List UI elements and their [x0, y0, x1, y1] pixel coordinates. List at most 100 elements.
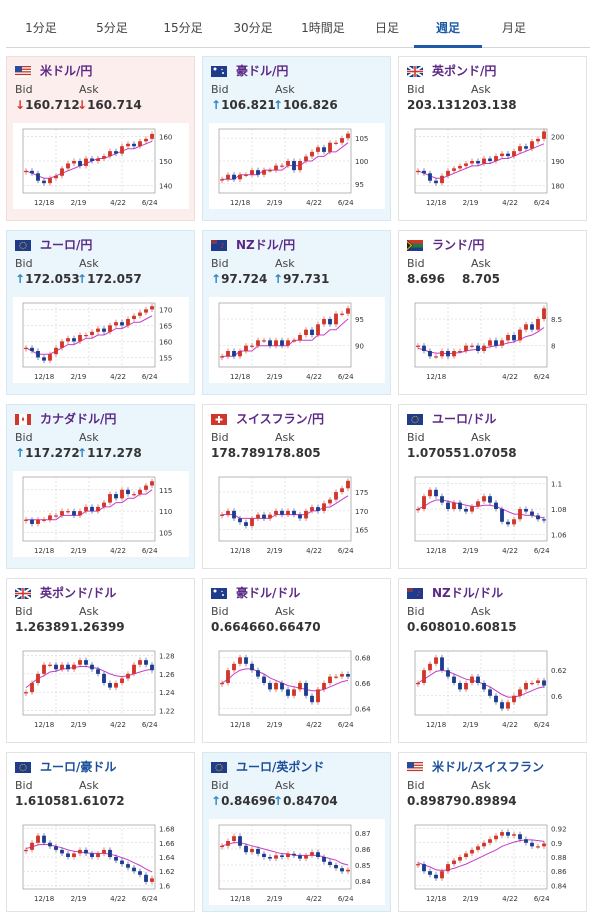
- currency-card-eur-aud[interactable]: ユーロ/豪ドル Bid Ask 1.61058 1.61072 1.68 1.66 1.64 1…: [6, 752, 195, 912]
- candle: [96, 506, 100, 512]
- candle: [238, 174, 242, 180]
- currency-card-usd-chf[interactable]: 米ドル/スイスフラン Bid Ask 0.89879 0.89894 0.92 0.9 0.8…: [398, 752, 587, 912]
- candle: [138, 871, 142, 875]
- pair-name[interactable]: 豪ドル/円: [236, 64, 289, 78]
- weekly-candle-chart[interactable]: 0.68 0.66 0.64 12/18 2/19 4/22 6/24: [209, 645, 385, 731]
- candle: [316, 689, 320, 703]
- tab-1[interactable]: 5分足: [96, 21, 128, 35]
- bid-label: Bid: [15, 605, 33, 618]
- pair-name[interactable]: 英ポンド/円: [432, 64, 497, 78]
- x-tick-label: 12/18: [230, 373, 250, 381]
- candle: [304, 329, 308, 335]
- weekly-candle-chart[interactable]: 1.28 1.26 1.24 1.22 12/18 2/19 4/22 6/24: [13, 645, 189, 731]
- pair-name[interactable]: NZドル/ドル: [432, 586, 504, 600]
- candle: [500, 153, 504, 157]
- currency-card-aud-jpy[interactable]: 豪ドル/円 Bid Ask ↑106.821 ↑106.826 105 100 95 12/18…: [202, 56, 391, 221]
- bid-value: 0.66466: [211, 620, 266, 634]
- weekly-candle-chart[interactable]: 0.62 0.6 12/18 2/19 4/22 6/24: [405, 645, 581, 731]
- weekly-candle-chart[interactable]: 115 110 105 12/18 2/19 4/22 6/24: [13, 471, 189, 557]
- weekly-candle-chart[interactable]: 170 165 160 155 12/18 2/19 4/22 6/24: [13, 297, 189, 383]
- x-tick-label: 12/18: [426, 547, 446, 555]
- candle: [310, 695, 314, 703]
- y-tick-label: 150: [159, 158, 172, 166]
- pair-name[interactable]: 豪ドル/ドル: [236, 586, 301, 600]
- candle: [416, 345, 420, 347]
- pair-name[interactable]: 米ドル/スイスフラン: [432, 760, 545, 774]
- bid-label: Bid: [211, 431, 229, 444]
- tab-0[interactable]: 1分足: [25, 21, 57, 35]
- currency-card-eur-gbp[interactable]: ユーロ/英ポンド Bid Ask ↑0.84696 ↑0.84704 0.87 0.86 0.…: [202, 752, 391, 912]
- candle: [144, 309, 148, 313]
- candle: [452, 676, 456, 683]
- currency-card-cad-jpy[interactable]: カナダドル/円 Bid Ask ↑117.272 ↑117.278 115 110 105 12…: [6, 404, 195, 569]
- candle: [84, 660, 88, 665]
- currency-card-chf-jpy[interactable]: スイスフラン/円 Bid Ask 178.789 178.805 175 170 165 12/…: [202, 404, 391, 569]
- weekly-candle-chart[interactable]: 175 170 165 12/18 2/19 4/22 6/24: [209, 471, 385, 557]
- pair-name[interactable]: カナダドル/円: [40, 412, 117, 426]
- candle: [482, 496, 486, 502]
- candle: [286, 510, 290, 515]
- candle: [530, 324, 534, 330]
- pair-name[interactable]: ユーロ/豪ドル: [40, 760, 117, 774]
- pair-name[interactable]: NZドル/円: [236, 238, 296, 252]
- ask-value: ↑172.057: [77, 272, 142, 286]
- x-tick-label: 2/19: [267, 373, 283, 381]
- y-tick-label: 1.66: [159, 840, 175, 848]
- pair-name[interactable]: 米ドル/円: [40, 64, 93, 78]
- currency-card-eur-usd[interactable]: ユーロ/ドル Bid Ask 1.07055 1.07058 1.1 1.08 1.06 12/…: [398, 404, 587, 569]
- candle: [416, 683, 420, 685]
- pair-name[interactable]: 英ポンド/ドル: [40, 586, 117, 600]
- x-tick-label: 2/19: [71, 373, 87, 381]
- weekly-candle-chart[interactable]: 200 190 180 12/18 2/19 4/22 6/24: [405, 123, 581, 209]
- candle: [120, 489, 124, 499]
- candle: [530, 842, 534, 847]
- tab-6[interactable]: 週足: [414, 8, 482, 48]
- weekly-candle-chart[interactable]: 0.92 0.9 0.88 0.86 0.84 12/18 2/19 4/22 6/24: [405, 819, 581, 905]
- weekly-candle-chart[interactable]: 0.87 0.86 0.85 0.84 12/18 2/19 4/22 6/24: [209, 819, 385, 905]
- currency-card-nzd-jpy[interactable]: NZドル/円 Bid Ask ↑97.724 ↑97.731 95 90 12/18 2/19 4…: [202, 230, 391, 395]
- currency-card-eur-jpy[interactable]: ユーロ/円 Bid Ask ↑172.053 ↑172.057 170 165 160 155 1…: [6, 230, 195, 395]
- candle: [274, 855, 278, 859]
- candle: [262, 853, 266, 857]
- currency-card-aud-usd[interactable]: 豪ドル/ドル Bid Ask 0.66466 0.66470 0.68 0.66 0.64 12…: [202, 578, 391, 743]
- tab-7[interactable]: 月足: [501, 21, 526, 35]
- ask-label: Ask: [79, 431, 99, 444]
- currency-card-nzd-usd[interactable]: NZドル/ドル Bid Ask 0.60801 0.60815 0.62 0.6 12/18 2…: [398, 578, 587, 743]
- pair-name[interactable]: ランド/円: [432, 238, 485, 252]
- currency-card-zar-jpy[interactable]: ランド/円 Bid Ask 8.696 8.705 8.5 8 12/18 4/22 6/24: [398, 230, 587, 395]
- currency-card-gbp-jpy[interactable]: 英ポンド/円 Bid Ask 203.131 203.138 200 190 180 12/18…: [398, 56, 587, 221]
- candle: [220, 845, 224, 848]
- currency-card-usd-jpy[interactable]: 米ドル/円 Bid Ask ↓160.712 ↓160.714 160 150 140 12/1…: [6, 56, 195, 221]
- candle: [30, 842, 34, 850]
- candle: [268, 340, 272, 346]
- candle: [446, 351, 450, 357]
- weekly-candle-chart[interactable]: 1.68 1.66 1.64 1.62 1.6 12/18 2/19 4/22 6/24: [13, 819, 189, 905]
- pair-name[interactable]: スイスフラン/円: [236, 412, 325, 426]
- trend-arrow-icon: ↓: [77, 98, 88, 112]
- weekly-candle-chart[interactable]: 160 150 140 12/18 2/19 4/22 6/24: [13, 123, 189, 209]
- y-tick-label: 1.62: [159, 868, 175, 876]
- tab-3[interactable]: 30分足: [233, 21, 273, 35]
- candle: [518, 834, 522, 840]
- moving-average-line: [221, 668, 349, 692]
- x-tick-label: 6/24: [338, 373, 354, 381]
- candle: [84, 849, 88, 854]
- candle: [72, 161, 76, 164]
- pair-name[interactable]: ユーロ/英ポンド: [236, 760, 325, 774]
- x-tick-label: 2/19: [463, 895, 479, 903]
- bid-value: ↑117.272: [15, 446, 80, 460]
- currency-card-gbp-usd[interactable]: 英ポンド/ドル Bid Ask 1.26389 1.26399 1.28 1.26 1.24 1…: [6, 578, 195, 743]
- pair-name[interactable]: ユーロ/ドル: [432, 412, 497, 426]
- weekly-candle-chart[interactable]: 105 100 95 12/18 2/19 4/22 6/24: [209, 123, 385, 209]
- tab-5[interactable]: 日足: [374, 21, 399, 35]
- tab-2[interactable]: 15分足: [163, 21, 203, 35]
- weekly-candle-chart[interactable]: 8.5 8 12/18 4/22 6/24: [405, 297, 581, 383]
- moving-average-line: [417, 499, 545, 519]
- weekly-candle-chart[interactable]: 1.1 1.08 1.06 12/18 2/19 4/22 6/24: [405, 471, 581, 557]
- pair-name[interactable]: ユーロ/円: [40, 238, 93, 252]
- x-tick-label: 4/22: [502, 373, 518, 381]
- y-tick-label: 8.5: [551, 316, 562, 324]
- weekly-candle-chart[interactable]: 95 90 12/18 2/19 4/22 6/24: [209, 297, 385, 383]
- au-jp-flag-icon: [211, 66, 227, 77]
- tab-4[interactable]: 1時間足: [301, 21, 345, 35]
